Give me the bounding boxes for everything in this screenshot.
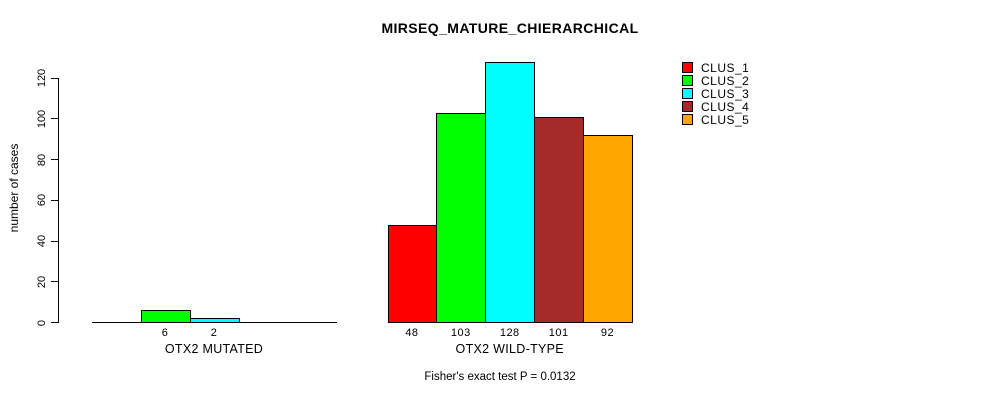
bar-clus_3 [189,318,240,323]
legend-item-clus_2: CLUS_2 [682,73,750,88]
bar-clus_2 [436,112,487,323]
bar-value-label: 101 [548,327,569,339]
bar-value-label: 128 [499,327,520,339]
y-axis-tick-label: 120 [36,68,48,88]
bar-value-label: 6 [161,327,169,339]
legend-item-clus_3: CLUS_3 [682,86,750,101]
y-axis-tick [51,77,58,79]
bar-value-label: 2 [210,327,218,339]
legend-label: CLUS_2 [701,73,750,88]
legend-label: CLUS_4 [701,99,750,114]
legend-item-clus_1: CLUS_1 [682,60,750,75]
legend-color-swatch [682,114,693,125]
legend-item-clus_4: CLUS_4 [682,99,750,114]
y-axis-tick [51,240,58,242]
y-axis-tick-label: 20 [36,275,48,288]
legend-color-swatch [682,75,693,86]
y-axis-tick-label: 40 [36,234,48,248]
y-axis-tick-label: 100 [36,109,48,128]
y-axis-tick [51,322,58,323]
y-axis-tick [51,159,58,160]
legend-label: CLUS_3 [701,86,750,101]
group-label: OTX2 WILD-TYPE [455,342,564,356]
y-axis-tick [51,281,58,283]
y-axis-tick [51,199,58,201]
legend-item-clus_5: CLUS_5 [682,112,750,127]
legend-color-swatch [682,101,693,112]
y-axis-line [57,78,59,323]
bar-value-label: 92 [600,327,615,339]
legend-label: CLUS_5 [701,112,750,127]
bar-clus_5 [583,135,633,323]
y-axis-label: number of cases [7,143,21,233]
legend-color-swatch [682,62,693,73]
y-axis-tick-label: 0 [36,319,48,326]
bar-clus_4 [534,116,585,323]
stat-annotation: Fisher's exact test P = 0.0132 [424,371,576,383]
legend-label: CLUS_1 [701,60,750,75]
y-axis-tick-label: 80 [36,153,48,166]
y-axis-tick-label: 60 [36,194,48,207]
y-axis-tick [51,118,58,120]
bar-clus_2 [140,310,191,323]
bar-value-label: 103 [450,327,471,339]
legend: CLUS_1 CLUS_2 CLUS_3 CLUS_4 CLUS_5 [682,60,750,127]
legend-color-swatch [682,88,693,99]
group-label: OTX2 MUTATED [164,342,264,356]
bar-clus_1 [387,224,438,323]
chart-title: MIRSEQ_MATURE_CHIERARCHICAL [381,20,639,36]
bar-clus_3 [485,61,536,323]
bar-value-label: 48 [405,327,419,339]
